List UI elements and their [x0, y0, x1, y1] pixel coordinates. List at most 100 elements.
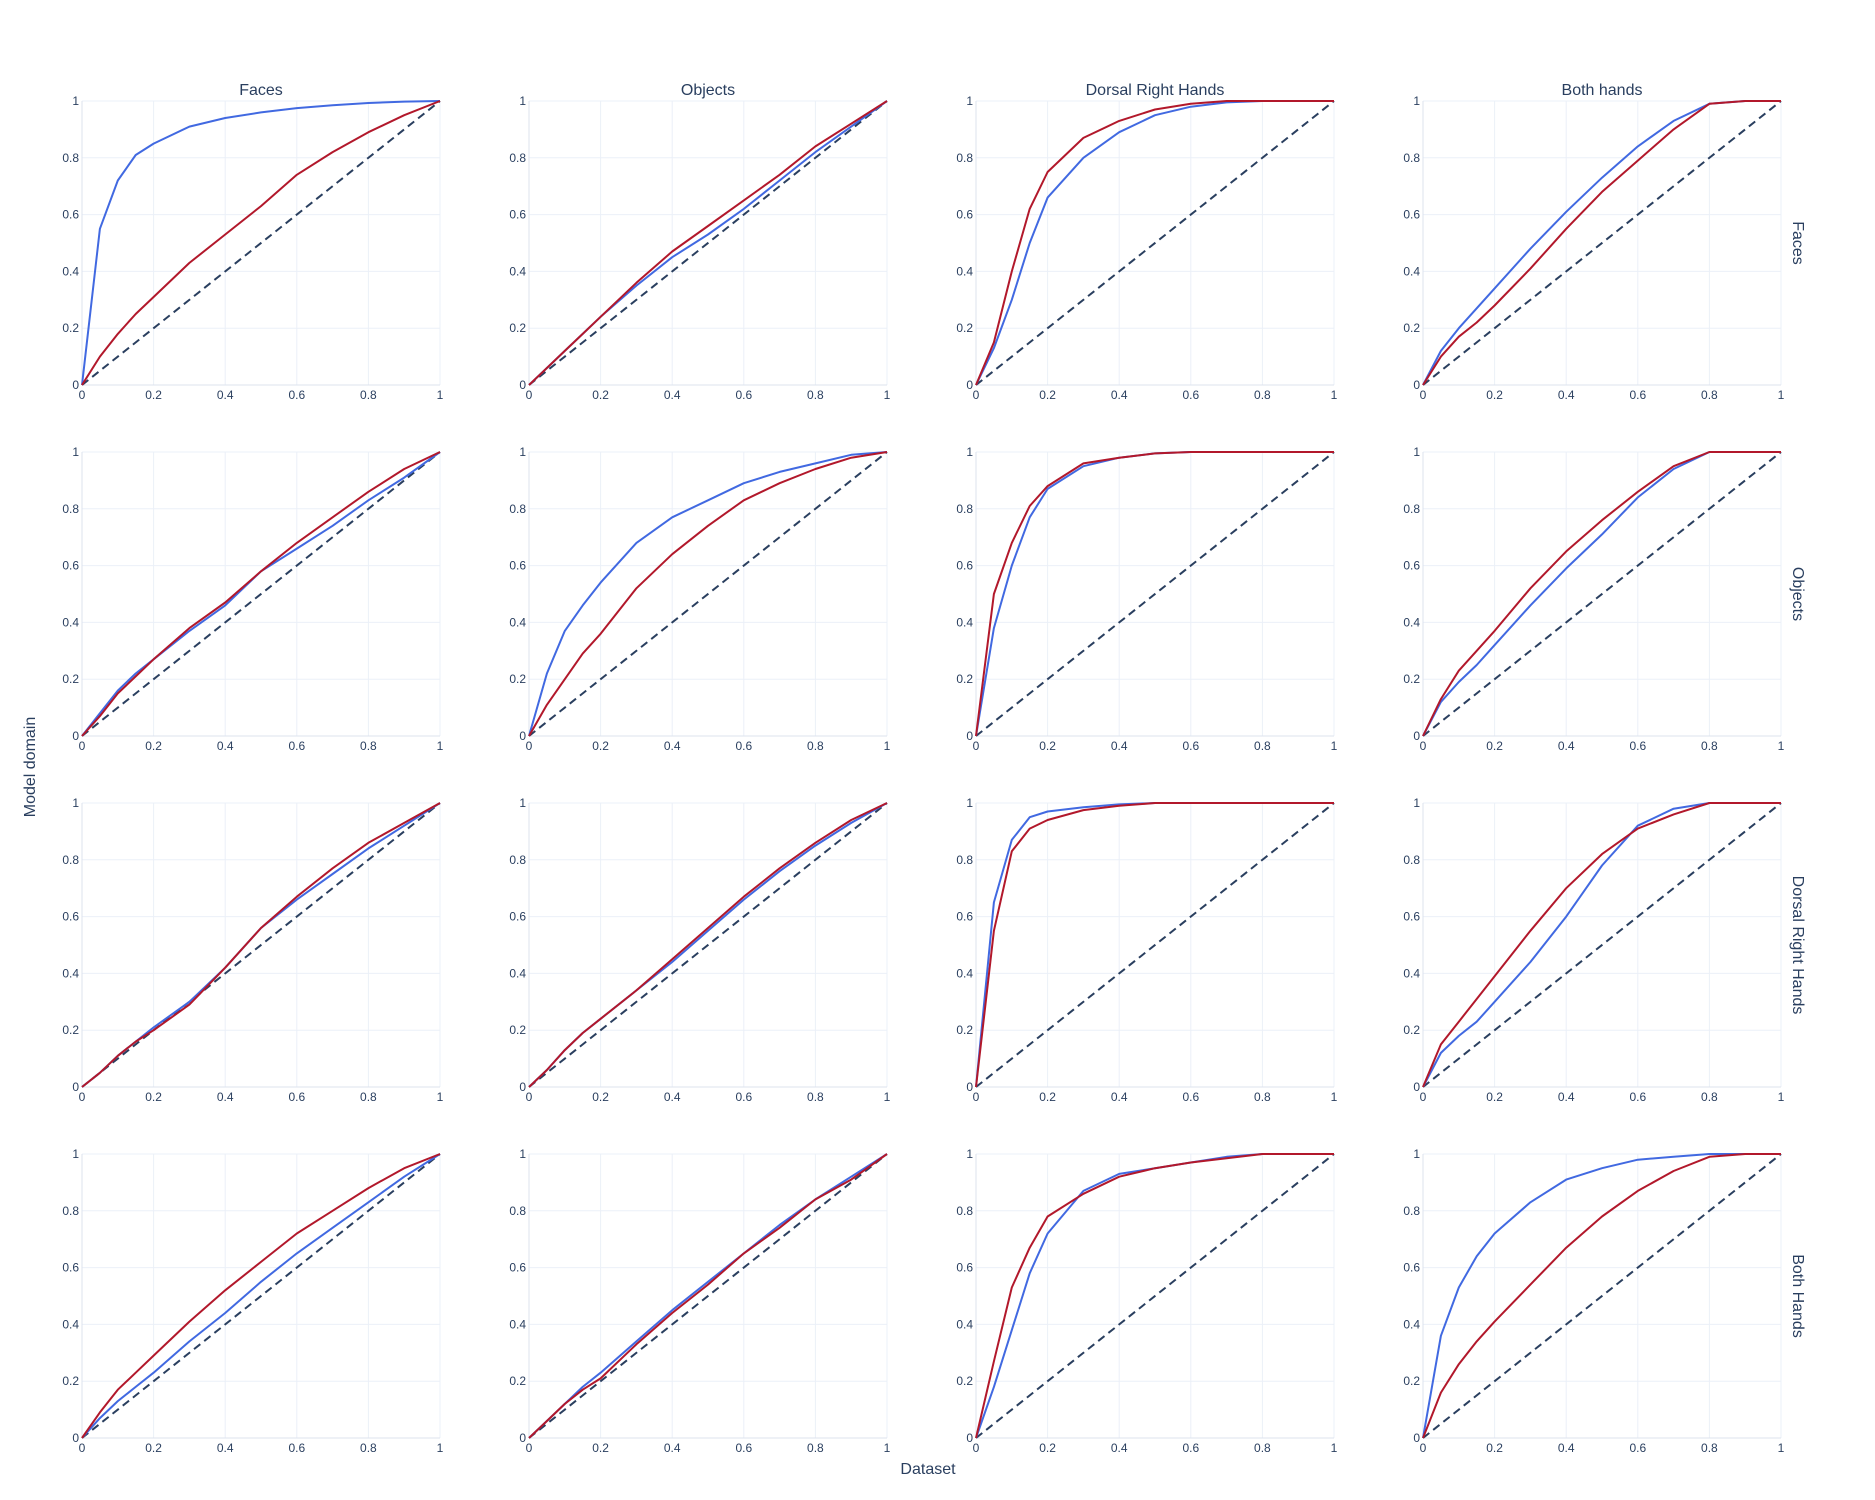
y-tick-label: 0.8: [62, 151, 79, 165]
y-tick-label: 0.6: [509, 208, 526, 222]
y-tick-label: 0.8: [1403, 853, 1420, 867]
x-tick-label: 0.8: [1254, 739, 1271, 753]
x-tick-label: 0.6: [1182, 739, 1199, 753]
x-tick-label: 0.8: [807, 1441, 824, 1455]
y-tick-label: 0.4: [1403, 264, 1420, 278]
x-tick-label: 0.8: [807, 388, 824, 402]
x-tick-label: 1: [1331, 388, 1338, 402]
x-tick-label: 0.6: [735, 1090, 752, 1104]
y-tick-label: 1: [72, 94, 79, 108]
subplot-panel: 00 0.2 0.2 0.4 0.4 0.6 0.6 0.8 0.8 1 1: [509, 445, 890, 753]
red-series-line: [528, 802, 888, 1088]
blue-series-line: [528, 451, 888, 737]
row-title: Dorsal Right Hands: [1789, 876, 1806, 1015]
y-tick-label: 0: [519, 378, 526, 392]
x-tick-label: 0.2: [592, 1090, 609, 1104]
y-tick-label: 0.2: [1403, 672, 1420, 686]
x-tick-label: 0.2: [592, 739, 609, 753]
x-tick-label: 0.2: [1039, 739, 1056, 753]
y-tick-label: 0.6: [956, 208, 973, 222]
y-tick-label: 1: [1413, 796, 1420, 810]
x-tick-label: 0.2: [1486, 739, 1503, 753]
y-tick-label: 0.6: [509, 559, 526, 573]
subplot-panel: 00 0.2 0.2 0.4 0.4 0.6 0.6 0.8 0.8 1 1: [956, 445, 1337, 753]
y-tick-label: 1: [966, 94, 973, 108]
y-tick-label: 0.8: [956, 502, 973, 516]
diagonal-reference-line: [81, 451, 441, 737]
x-tick-label: 0: [526, 1090, 533, 1104]
y-tick-label: 0.2: [1403, 1023, 1420, 1037]
y-tick-label: 0.4: [62, 264, 79, 278]
x-tick-label: 0.6: [735, 739, 752, 753]
x-tick-label: 0.8: [360, 388, 377, 402]
x-tick-label: 0.2: [145, 1090, 162, 1104]
x-tick-label: 0: [1420, 1090, 1427, 1104]
subplot-panel: 00 0.2 0.2 0.4 0.4 0.6 0.6 0.8 0.8 1 1: [509, 796, 890, 1104]
x-tick-label: 0: [973, 739, 980, 753]
diagonal-reference-line: [528, 1153, 888, 1439]
y-tick-label: 0.8: [62, 502, 79, 516]
y-tick-label: 1: [1413, 1147, 1420, 1161]
x-tick-label: 0.8: [1701, 739, 1718, 753]
y-tick-label: 0.6: [62, 1261, 79, 1275]
y-tick-label: 0.4: [62, 1317, 79, 1331]
y-tick-label: 0.8: [1403, 502, 1420, 516]
x-tick-label: 0.8: [807, 739, 824, 753]
red-series-line: [975, 802, 1334, 1088]
y-tick-label: 0.2: [956, 321, 973, 335]
y-tick-label: 0: [1413, 1080, 1420, 1094]
y-tick-label: 0.2: [62, 1023, 79, 1037]
y-tick-label: 0: [966, 729, 973, 743]
blue-series-line: [1422, 1153, 1781, 1439]
x-tick-label: 1: [1331, 1441, 1338, 1455]
x-tick-label: 0: [973, 1441, 980, 1455]
x-tick-label: 0.4: [1111, 388, 1128, 402]
y-axis-title: Model domain: [22, 717, 39, 818]
column-title: Objects: [681, 82, 735, 99]
y-tick-label: 1: [72, 445, 79, 459]
column-title: Dorsal Right Hands: [1086, 82, 1225, 99]
y-tick-label: 0.6: [1403, 910, 1420, 924]
diagonal-reference-line: [528, 802, 888, 1088]
x-tick-label: 0.4: [1111, 1090, 1128, 1104]
x-tick-label: 0.2: [1486, 388, 1503, 402]
x-tick-label: 0.6: [288, 1441, 305, 1455]
subplot-panel: 00 0.2 0.2 0.4 0.4 0.6 0.6 0.8 0.8 1 1: [956, 1147, 1337, 1455]
y-tick-label: 0.6: [62, 208, 79, 222]
x-tick-label: 0.4: [217, 388, 234, 402]
x-tick-label: 0.2: [145, 388, 162, 402]
red-series-line: [81, 1153, 441, 1439]
x-tick-label: 0.4: [664, 739, 681, 753]
diagonal-reference-line: [1422, 1153, 1782, 1439]
x-tick-label: 0: [79, 1441, 86, 1455]
diagonal-reference-line: [1422, 451, 1782, 737]
x-tick-label: 1: [437, 1090, 444, 1104]
x-tick-label: 0.8: [1254, 1090, 1271, 1104]
column-title: Faces: [239, 82, 283, 99]
x-tick-label: 1: [1331, 1090, 1338, 1104]
x-tick-label: 0: [1420, 388, 1427, 402]
blue-series-line: [81, 1153, 441, 1439]
x-tick-label: 0.4: [1558, 1090, 1575, 1104]
diagonal-reference-line: [1422, 802, 1782, 1088]
red-series-line: [81, 100, 441, 386]
x-tick-label: 0.4: [1111, 739, 1128, 753]
x-tick-label: 0.6: [1629, 1090, 1646, 1104]
subplot-panel: 00 0.2 0.2 0.4 0.4 0.6 0.6 0.8 0.8 1 1: [62, 796, 443, 1104]
y-tick-label: 0.8: [509, 1204, 526, 1218]
subplot-panels: 000.20.20.40.40.60.60.80.811000.20.20.40…: [62, 82, 1806, 1455]
y-tick-label: 0: [966, 1080, 973, 1094]
diagonal-reference-line: [975, 1153, 1335, 1439]
x-tick-label: 0.6: [1629, 739, 1646, 753]
subplot-panel: 00 0.2 0.2 0.4 0.4 0.6 0.6 0.8 0.8 1 1: [62, 94, 443, 402]
y-tick-label: 0.2: [62, 672, 79, 686]
x-tick-label: 1: [884, 739, 891, 753]
x-tick-label: 0.6: [1629, 388, 1646, 402]
y-tick-label: 0.6: [1403, 208, 1420, 222]
y-tick-label: 0: [72, 1080, 79, 1094]
red-series-line: [528, 100, 888, 386]
x-tick-label: 0.2: [1486, 1090, 1503, 1104]
column-title: Both hands: [1562, 82, 1643, 99]
x-tick-label: 0.4: [664, 388, 681, 402]
x-tick-label: 0.4: [1111, 1441, 1128, 1455]
